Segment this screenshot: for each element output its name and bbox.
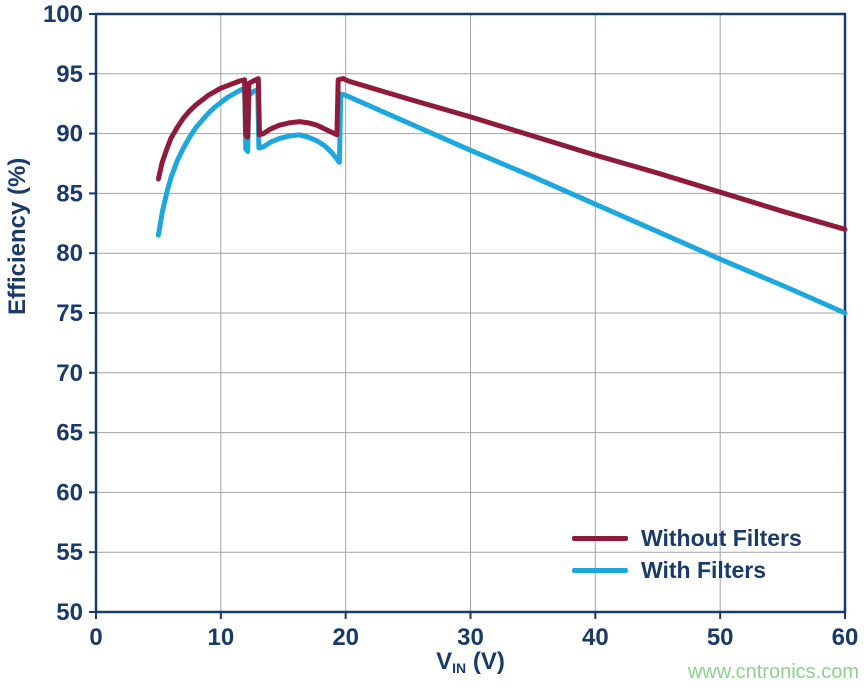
y-tick-label: 100 (43, 1, 83, 28)
y-tick-label: 65 (56, 420, 83, 447)
x-tick-label: 30 (457, 624, 484, 651)
series-line-without-filters (155, 76, 848, 232)
y-tick-label: 60 (56, 479, 83, 506)
y-tick-label: 50 (56, 599, 83, 626)
y-tick-label: 75 (56, 300, 83, 327)
y-tick-label: 85 (56, 180, 83, 207)
legend: Without Filters With Filters (572, 522, 802, 586)
x-axis-label-main: V (436, 648, 453, 675)
legend-swatch-with-filters (572, 567, 628, 573)
y-tick-label: 70 (56, 360, 83, 387)
x-tick-label: 40 (582, 624, 609, 651)
watermark-link[interactable]: www.cntronics.com (687, 661, 859, 683)
legend-swatch-without-filters (572, 535, 628, 541)
x-axis-label-unit: (V) (466, 648, 505, 675)
legend-label-without-filters: Without Filters (641, 524, 802, 551)
x-axis-label-sub: IN (452, 660, 467, 676)
y-tick-label: 90 (56, 121, 83, 148)
x-tick-label: 60 (832, 624, 859, 651)
legend-item-with-filters: With Filters (572, 554, 802, 586)
x-tick-label: 20 (332, 624, 359, 651)
legend-label-with-filters: With Filters (641, 556, 767, 583)
x-axis-label: VIN (V) (96, 648, 845, 676)
y-axis-label: Efficiency (%) (4, 157, 31, 315)
y-tick-label: 95 (56, 61, 83, 88)
x-tick-label: 50 (707, 624, 734, 651)
y-tick-label: 55 (56, 539, 83, 566)
x-tick-label: 10 (207, 624, 234, 651)
legend-item-without-filters: Without Filters (572, 522, 802, 554)
x-tick-label: 0 (89, 624, 102, 651)
y-tick-label: 80 (56, 240, 83, 267)
